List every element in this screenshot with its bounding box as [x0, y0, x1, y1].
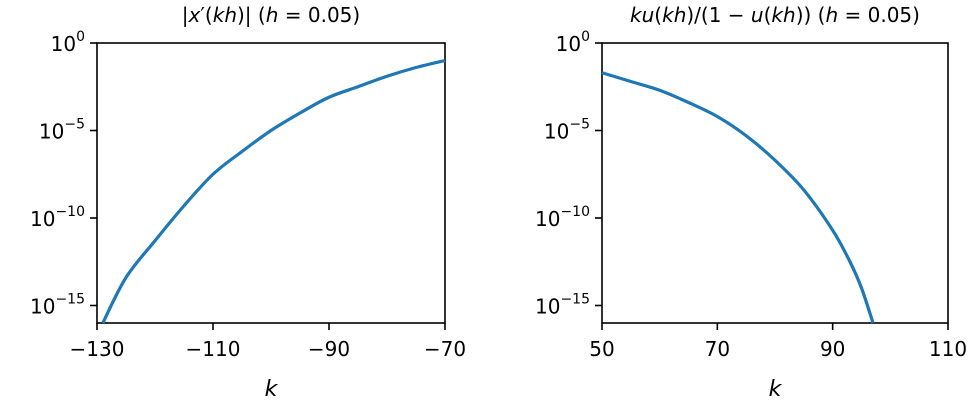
- y-tick-label: 10−10: [535, 204, 590, 231]
- y-tick-label: 10−10: [30, 204, 85, 231]
- y-tick-label: 100: [51, 29, 85, 56]
- x-tick-label: 70: [705, 337, 730, 361]
- x-tick-label: 90: [820, 337, 845, 361]
- x-tick-label: −130: [70, 337, 125, 361]
- left-panel-title: |x′(kh)| (h = 0.05): [182, 3, 360, 27]
- left-panel: |x′(kh)| (h = 0.05) 100 10−5 10−10 10−15 −1…: [30, 3, 466, 402]
- right-y-ticks: 100 10−5 10−10 10−15: [535, 29, 602, 319]
- left-axes-frame: [96, 42, 446, 324]
- right-panel-title: ku(kh)/(1 − u(kh)) (h = 0.05): [630, 3, 920, 27]
- x-tick-label: −90: [308, 337, 350, 361]
- y-tick-label: 10−5: [544, 117, 590, 144]
- left-y-ticks: 100 10−5 10−10 10−15: [30, 29, 97, 319]
- x-tick-label: −110: [186, 337, 241, 361]
- right-x-axis-label: k: [769, 377, 783, 402]
- y-tick-label: 10−15: [535, 292, 590, 319]
- y-tick-label: 10−5: [39, 117, 85, 144]
- left-x-ticks: −130 −110 −90 −70: [70, 323, 466, 361]
- left-data-line: [101, 58, 446, 324]
- right-panel: ku(kh)/(1 − u(kh)) (h = 0.05) 100 10−5 10−…: [535, 3, 967, 402]
- x-tick-label: −70: [424, 337, 466, 361]
- y-tick-label: 10−15: [30, 292, 85, 319]
- right-data-line: [601, 71, 875, 324]
- y-tick-label: 100: [556, 29, 590, 56]
- x-tick-label: 50: [589, 337, 614, 361]
- right-x-ticks: 50 70 90 110: [589, 323, 967, 361]
- x-tick-label: 110: [929, 337, 967, 361]
- left-x-axis-label: k: [265, 377, 279, 402]
- right-axes-frame: [601, 42, 949, 324]
